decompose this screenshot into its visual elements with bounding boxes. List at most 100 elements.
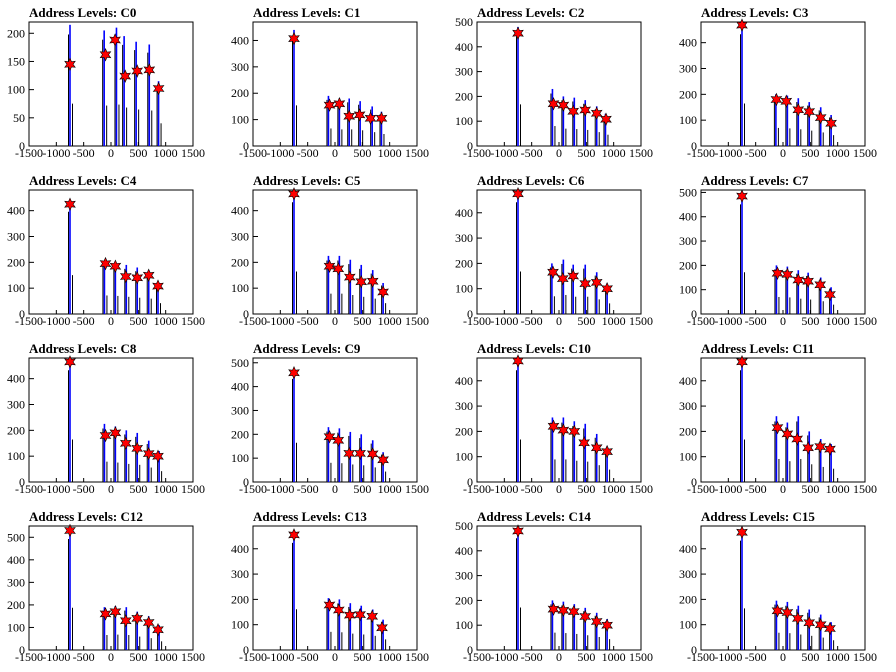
plot-frame [476, 525, 642, 651]
chart-svg: 0 100 200 300 400 500 -1500 -1000 -500 0 500 1000 15… [7, 523, 205, 664]
x-tick-label: 1000 [826, 314, 850, 328]
y-tick-label: 400 [231, 204, 249, 218]
star-marker [142, 446, 155, 461]
x-tick-label: -1000 [490, 314, 518, 328]
chart-title: Address Levels: C15 [701, 509, 815, 524]
star-marker [142, 615, 155, 630]
x-tick-label: 500 [129, 482, 147, 496]
x-tick-label: 0 [332, 146, 338, 160]
x-tick-label: 1000 [154, 146, 178, 160]
chart-svg: 0 100 200 300 400 -1500 -1000 -500 0 500 1000 1500 [231, 21, 429, 160]
y-tick-label: 400 [679, 36, 697, 50]
star-marker [375, 111, 388, 126]
chart-title: Address Levels: C13 [253, 509, 367, 524]
star-marker [578, 436, 590, 450]
x-tick-label: 500 [801, 482, 819, 496]
chart-title: Address Levels: C6 [477, 173, 585, 188]
star-marker [99, 607, 112, 621]
star-marker [131, 611, 144, 626]
star-marker [333, 97, 346, 111]
x-tick-label: 1500 [853, 314, 877, 328]
star-marker [567, 104, 580, 119]
x-tick-label: 1000 [154, 314, 178, 328]
star-marker [288, 366, 300, 380]
x-tick-label: 500 [353, 650, 371, 664]
x-tick-label: 500 [801, 146, 819, 160]
chart-title: Address Levels: C5 [253, 173, 361, 188]
y-tick-label: 100 [679, 618, 697, 632]
star-marker [803, 104, 816, 119]
y-tick-label: 100 [455, 618, 473, 632]
y-tick-label: 100 [231, 113, 249, 127]
y-tick-label: 200 [7, 26, 25, 40]
star-marker [814, 278, 827, 292]
y-tick-label: 100 [231, 451, 249, 465]
x-tick-label: -1500 [239, 650, 267, 664]
x-tick-label: 0 [108, 650, 114, 664]
star-marker [332, 603, 345, 617]
x-tick-label: 1000 [826, 650, 850, 664]
x-tick-label: -1000 [714, 650, 742, 664]
y-tick-label: 300 [679, 567, 697, 581]
chart-svg: 0 50 100 150 200 -1500 -1000 -500 0 500 1000 1500 [7, 21, 205, 160]
chart-title: Address Levels: C10 [477, 341, 591, 356]
x-tick-label: -500 [297, 650, 319, 664]
chart-svg: 0 100 200 300 400 -1500 -1000 -500 0 500 1000 1500 [7, 355, 205, 496]
star-marker [343, 109, 356, 123]
plot-frame [476, 189, 642, 315]
plot-frame [28, 189, 194, 315]
star-marker [323, 98, 336, 112]
star-marker [119, 613, 132, 628]
x-tick-label: 0 [332, 482, 338, 496]
x-tick-label: -1500 [239, 482, 267, 496]
plot-frame [252, 357, 418, 483]
star-marker [152, 279, 164, 293]
plot-frame [252, 525, 418, 651]
x-tick-label: 0 [556, 314, 562, 328]
chart-title: Address Levels: C11 [701, 341, 815, 356]
star-marker [355, 274, 368, 289]
y-tick-label: 200 [231, 427, 249, 441]
plot-frame [252, 21, 418, 147]
x-tick-label: 500 [801, 314, 819, 328]
x-tick-label: 1500 [405, 482, 429, 496]
star-marker [366, 609, 379, 624]
x-tick-label: -500 [745, 650, 767, 664]
x-tick-label: -500 [73, 650, 95, 664]
y-tick-label: 500 [455, 15, 473, 29]
x-tick-label: -1500 [687, 314, 715, 328]
y-tick-label: 200 [7, 598, 25, 612]
star-marker [579, 276, 592, 291]
star-marker [377, 285, 389, 299]
x-tick-label: 1000 [154, 650, 178, 664]
chart-svg: 0 100 200 300 400 -1500 -1000 -500 0 500 1000 1500 [231, 525, 429, 664]
star-marker [802, 441, 814, 455]
y-tick-label: 400 [679, 210, 697, 224]
star-marker [288, 31, 300, 46]
x-tick-label: 1500 [629, 314, 653, 328]
star-marker [567, 604, 580, 619]
star-marker [376, 620, 388, 635]
y-tick-label: 300 [231, 403, 249, 417]
star-marker [803, 615, 816, 630]
star-marker [109, 426, 122, 440]
star-marker [119, 269, 132, 284]
x-tick-label: 0 [556, 146, 562, 160]
x-tick-label: 1500 [405, 314, 429, 328]
chart-svg: 0 100 200 300 400 500 -1500 -1000 -500 0 500 1000 15… [455, 519, 653, 664]
star-marker [332, 262, 345, 276]
x-tick-label: -500 [297, 482, 319, 496]
x-tick-label: -1000 [266, 482, 294, 496]
x-tick-label: 1500 [405, 146, 429, 160]
x-tick-label: 0 [108, 146, 114, 160]
star-marker [590, 614, 603, 629]
star-marker [119, 436, 132, 451]
x-tick-label: -500 [745, 146, 767, 160]
y-tick-label: 300 [455, 231, 473, 245]
y-tick-label: 300 [679, 62, 697, 76]
y-tick-label: 500 [679, 185, 697, 199]
star-marker [791, 432, 804, 446]
star-marker [152, 449, 164, 463]
x-tick-label: 500 [129, 146, 147, 160]
